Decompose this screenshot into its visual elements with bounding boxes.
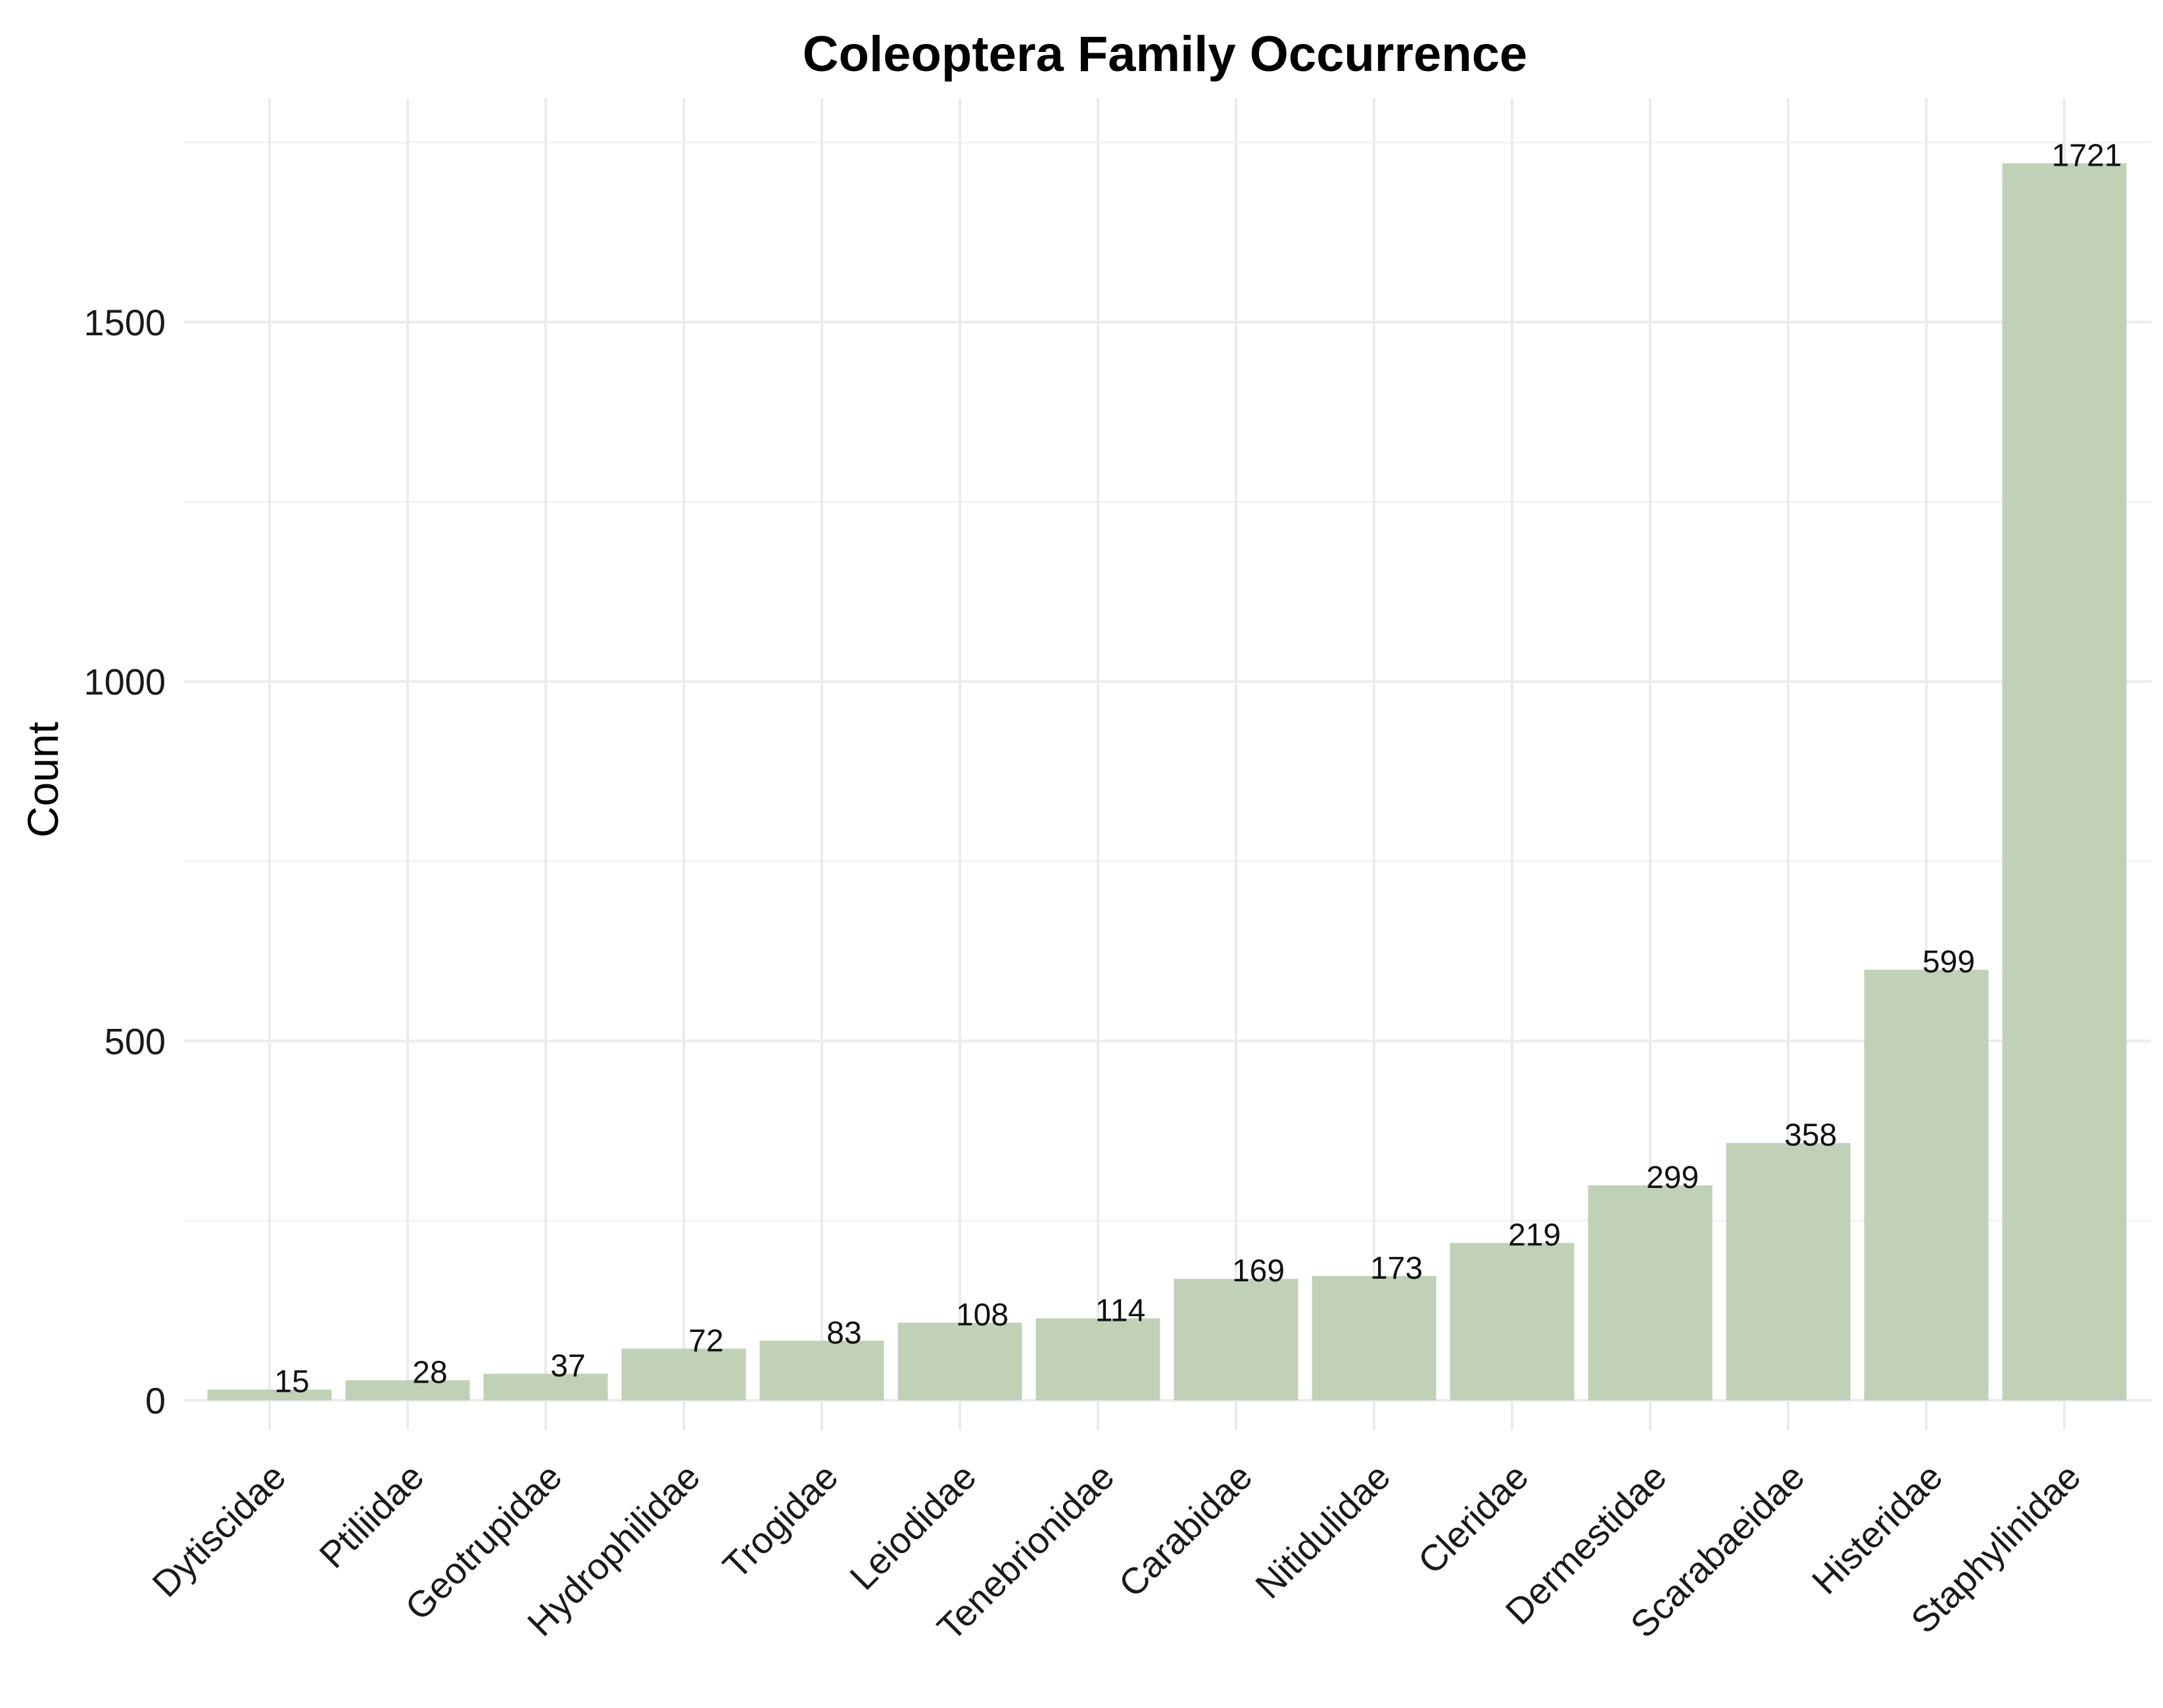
bar	[1450, 1243, 1575, 1400]
bar-value-label: 173	[1370, 1251, 1423, 1286]
x-tick-label: Dytiscidae	[144, 1456, 293, 1605]
x-axis-ticks: Dytiscidae PtiliidaeGeotrupidaeHydrophili…	[144, 1456, 2088, 1648]
y-tick-label: 1000	[83, 661, 166, 703]
x-tick-label: Ptiliidae	[311, 1456, 431, 1576]
y-axis-ticks: 0 500 1000 1500	[83, 302, 166, 1421]
bar	[759, 1340, 884, 1400]
bar-value-label: 72	[688, 1323, 723, 1358]
bar-value-label: 1721	[2052, 138, 2122, 173]
chart-title: Coleoptera Family Occurrence	[803, 26, 1527, 82]
y-axis-label: Count	[18, 722, 67, 838]
gridlines	[184, 99, 2151, 1430]
bar-value-label: 37	[550, 1349, 585, 1384]
bar	[621, 1348, 746, 1400]
bar-value-label: 28	[412, 1355, 447, 1390]
bar	[1588, 1185, 1713, 1400]
bar	[483, 1373, 608, 1400]
x-tick-label: Cleridae	[1410, 1456, 1536, 1582]
y-tick-label: 1500	[83, 302, 166, 343]
bar-value-label: 219	[1508, 1218, 1561, 1253]
bar	[897, 1322, 1022, 1400]
bar	[1726, 1143, 1851, 1400]
bar-value-label: 169	[1232, 1254, 1285, 1289]
x-tick-label: Leiodidae	[842, 1456, 984, 1598]
data-labels: 15 28 37 72 83 108 114 169 173 219 299 358 599 1721	[274, 138, 2122, 1399]
bar	[345, 1380, 470, 1400]
y-tick-label: 0	[145, 1380, 166, 1421]
bars	[207, 163, 2127, 1401]
bar-value-label: 108	[956, 1298, 1009, 1333]
bar	[1174, 1279, 1298, 1400]
x-tick-label: Histeridae	[1804, 1456, 1951, 1602]
x-tick-label: Carabidae	[1110, 1456, 1260, 1605]
x-tick-label: Nitidulidae	[1247, 1456, 1398, 1606]
bar-value-label: 15	[274, 1365, 309, 1400]
bar	[2002, 163, 2127, 1401]
bar-value-label: 114	[1095, 1293, 1146, 1328]
bar	[207, 1389, 332, 1400]
bar-value-label: 83	[826, 1316, 861, 1350]
y-tick-label: 500	[105, 1020, 166, 1062]
bar	[1864, 970, 1989, 1400]
bar-value-label: 299	[1646, 1160, 1699, 1195]
bar-value-label: 599	[1922, 945, 1975, 980]
x-tick-label: Trogidae	[715, 1456, 845, 1586]
bar	[1035, 1318, 1160, 1400]
bar	[1312, 1275, 1437, 1400]
bar-value-label: 358	[1784, 1118, 1837, 1153]
